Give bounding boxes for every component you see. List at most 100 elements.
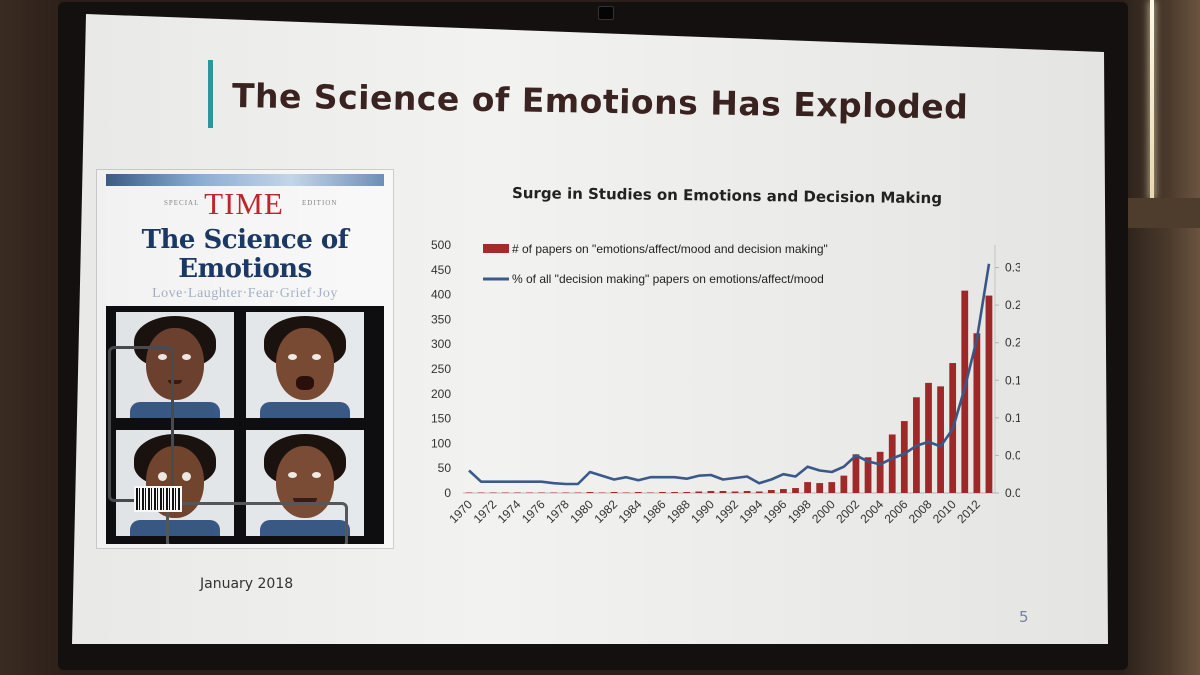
bar-1994: [755, 491, 763, 493]
magazine-cover: SPECIAL TIME EDITION The Science of Emot…: [97, 170, 393, 548]
cover-tagline: Love·Laughter·Fear·Grief·Joy: [152, 286, 338, 301]
bar-1989: [695, 491, 703, 493]
chart: # of papers on "emotions/affect/mood and…: [431, 238, 1020, 526]
bar-2008: [925, 382, 932, 493]
x-tick-label: 1990: [688, 497, 717, 526]
bar-1985: [647, 492, 654, 493]
bar-1971: [477, 492, 485, 493]
y2-tick-label: 0.15%: [1005, 373, 1020, 387]
bar-2013: [985, 295, 993, 493]
y-tick-label: 500: [431, 238, 451, 252]
bar-1977: [550, 492, 558, 493]
bar-1997: [792, 488, 799, 493]
legend-label-bars: # of papers on "emotions/affect/mood and…: [512, 242, 828, 256]
bar-1973: [501, 492, 509, 493]
bar-1979: [574, 492, 582, 493]
bar-1976: [538, 492, 545, 493]
y-tick-label: 400: [431, 288, 451, 302]
legend-label-line: % of all "decision making" papers on emo…: [512, 272, 824, 286]
y-tick-label: 150: [431, 412, 451, 426]
y2-tick-label: 0.25%: [1005, 298, 1020, 312]
y-tick-label: 50: [438, 461, 452, 475]
bar-1978: [562, 492, 570, 493]
bar-2000: [828, 482, 836, 493]
y2-tick-label: 0.00%: [1005, 486, 1020, 500]
cart-wire: [108, 346, 174, 502]
x-tick-label: 2010: [930, 497, 959, 526]
y-tick-label: 100: [431, 436, 451, 450]
x-tick-label: 1988: [664, 497, 693, 526]
x-tick-label: 2008: [906, 497, 935, 526]
y-tick-label: 350: [431, 312, 451, 326]
cover-headline-line1: The Science of: [141, 225, 349, 255]
bar-1987: [671, 492, 678, 493]
bar-1974: [514, 492, 521, 493]
x-tick-label: 2006: [882, 497, 911, 526]
x-tick-label: 1986: [640, 497, 669, 526]
x-tick-label: 1978: [543, 497, 572, 526]
face-photo-joy: [246, 430, 364, 536]
x-tick-label: 2004: [857, 497, 886, 526]
bar-1982: [610, 492, 618, 493]
x-tick-label: 2002: [833, 497, 862, 526]
legend-swatch-bars: [483, 244, 509, 253]
y-tick-label: 450: [431, 263, 451, 277]
chart-legend: # of papers on "emotions/affect/mood and…: [483, 242, 828, 286]
x-tick-label: 1976: [519, 497, 548, 526]
x-tick-label: 1996: [761, 497, 790, 526]
title-accent-bar: [208, 60, 213, 128]
y-tick-label: 250: [431, 362, 451, 376]
x-tick-label: 1998: [785, 497, 814, 526]
bar-2009: [937, 386, 944, 493]
bar-2005: [888, 434, 896, 493]
x-tick-label: 2000: [809, 497, 838, 526]
camera-icon: [598, 6, 614, 20]
bar-2012: [973, 333, 981, 493]
y2-tick-label: 0.10%: [1005, 411, 1020, 425]
face-photo-fear: [116, 312, 234, 418]
barcode: [134, 486, 182, 512]
bar-1995: [767, 490, 775, 493]
x-tick-label: 1984: [616, 497, 645, 526]
bar-1991: [719, 491, 727, 493]
bar-1984: [634, 492, 642, 493]
x-tick-label: 1982: [591, 497, 620, 526]
magazine-cover-inner: SPECIAL TIME EDITION The Science of Emot…: [106, 174, 384, 544]
bar-2003: [864, 457, 872, 493]
y-tick-label: 0: [444, 486, 451, 500]
bar-1981: [598, 492, 606, 493]
cart-wire: [166, 502, 348, 544]
bar-1992: [731, 491, 739, 493]
cover-edition-label: EDITION: [302, 199, 338, 207]
bar-2004: [876, 451, 884, 493]
room-wall-right: [1120, 0, 1200, 675]
magazine-logo: TIME: [204, 186, 284, 221]
percent-line-series: [468, 263, 991, 486]
bar-1972: [489, 492, 497, 493]
y2-tick-label: 0.30%: [1005, 261, 1020, 275]
x-tick-label: 1970: [446, 497, 475, 526]
bar-1988: [683, 492, 691, 493]
bar-1986: [659, 492, 666, 493]
bar-1998: [804, 482, 811, 493]
bar-1990: [707, 491, 715, 493]
bar-1983: [622, 492, 630, 493]
bar-2002: [852, 454, 860, 493]
wall-light: [1150, 0, 1154, 200]
bar-1999: [816, 483, 824, 493]
cover-headline-line2: Emotions: [178, 254, 312, 284]
bar-1975: [526, 492, 533, 493]
wall-shelf: [1120, 198, 1200, 228]
bar-1980: [586, 492, 594, 493]
x-tick-label: 1972: [471, 497, 500, 526]
slide-page-number: 5: [1019, 608, 1029, 626]
face-photo-laughter: [246, 312, 364, 418]
y2-tick-label: 0.20%: [1005, 336, 1020, 350]
cover-photo-grid: [106, 306, 384, 544]
x-tick-label: 1974: [495, 497, 524, 526]
bar-1993: [743, 491, 751, 493]
slide-date: January 2018: [200, 576, 294, 592]
y2-tick-label: 0.05%: [1005, 448, 1020, 462]
x-tick-label: 2012: [954, 497, 983, 526]
y-tick-label: 200: [431, 387, 451, 401]
